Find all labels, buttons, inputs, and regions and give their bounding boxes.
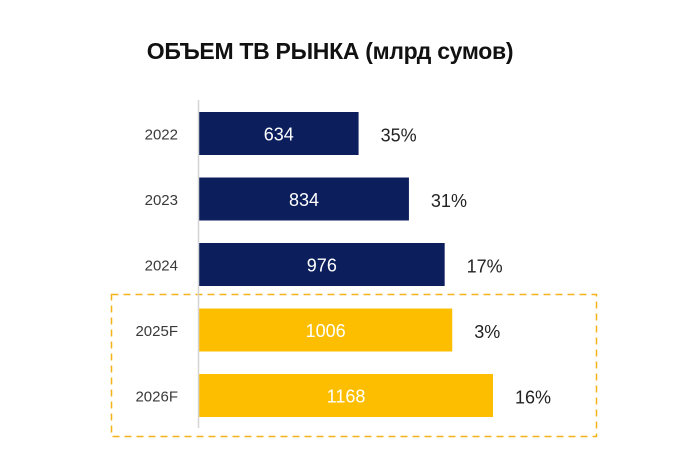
category-label: 2022 — [145, 127, 178, 144]
bar-2022 — [199, 112, 359, 155]
growth-label: 3% — [474, 322, 500, 342]
category-label: 2024 — [145, 258, 178, 275]
category-label: 2025F — [135, 323, 178, 340]
bar-2025F — [199, 308, 453, 352]
value-label: 1006 — [306, 321, 346, 341]
growth-label: 35% — [381, 126, 417, 146]
category-label: 2023 — [145, 192, 178, 209]
growth-label: 16% — [515, 388, 551, 408]
chart-title: ОБЪЕМ ТВ РЫНКА (млрд сумов) — [146, 38, 514, 64]
value-label: 834 — [289, 190, 319, 210]
forecast-box — [110, 293, 598, 438]
value-label: 1168 — [327, 387, 366, 407]
bar-2026F — [199, 374, 493, 417]
value-label: 634 — [264, 125, 294, 145]
category-label: 2026F — [135, 389, 178, 406]
growth-label: 17% — [467, 257, 503, 277]
bar-2023 — [199, 177, 409, 221]
value-label: 976 — [307, 256, 337, 276]
bar-2024 — [199, 243, 445, 286]
growth-label: 31% — [431, 191, 467, 211]
